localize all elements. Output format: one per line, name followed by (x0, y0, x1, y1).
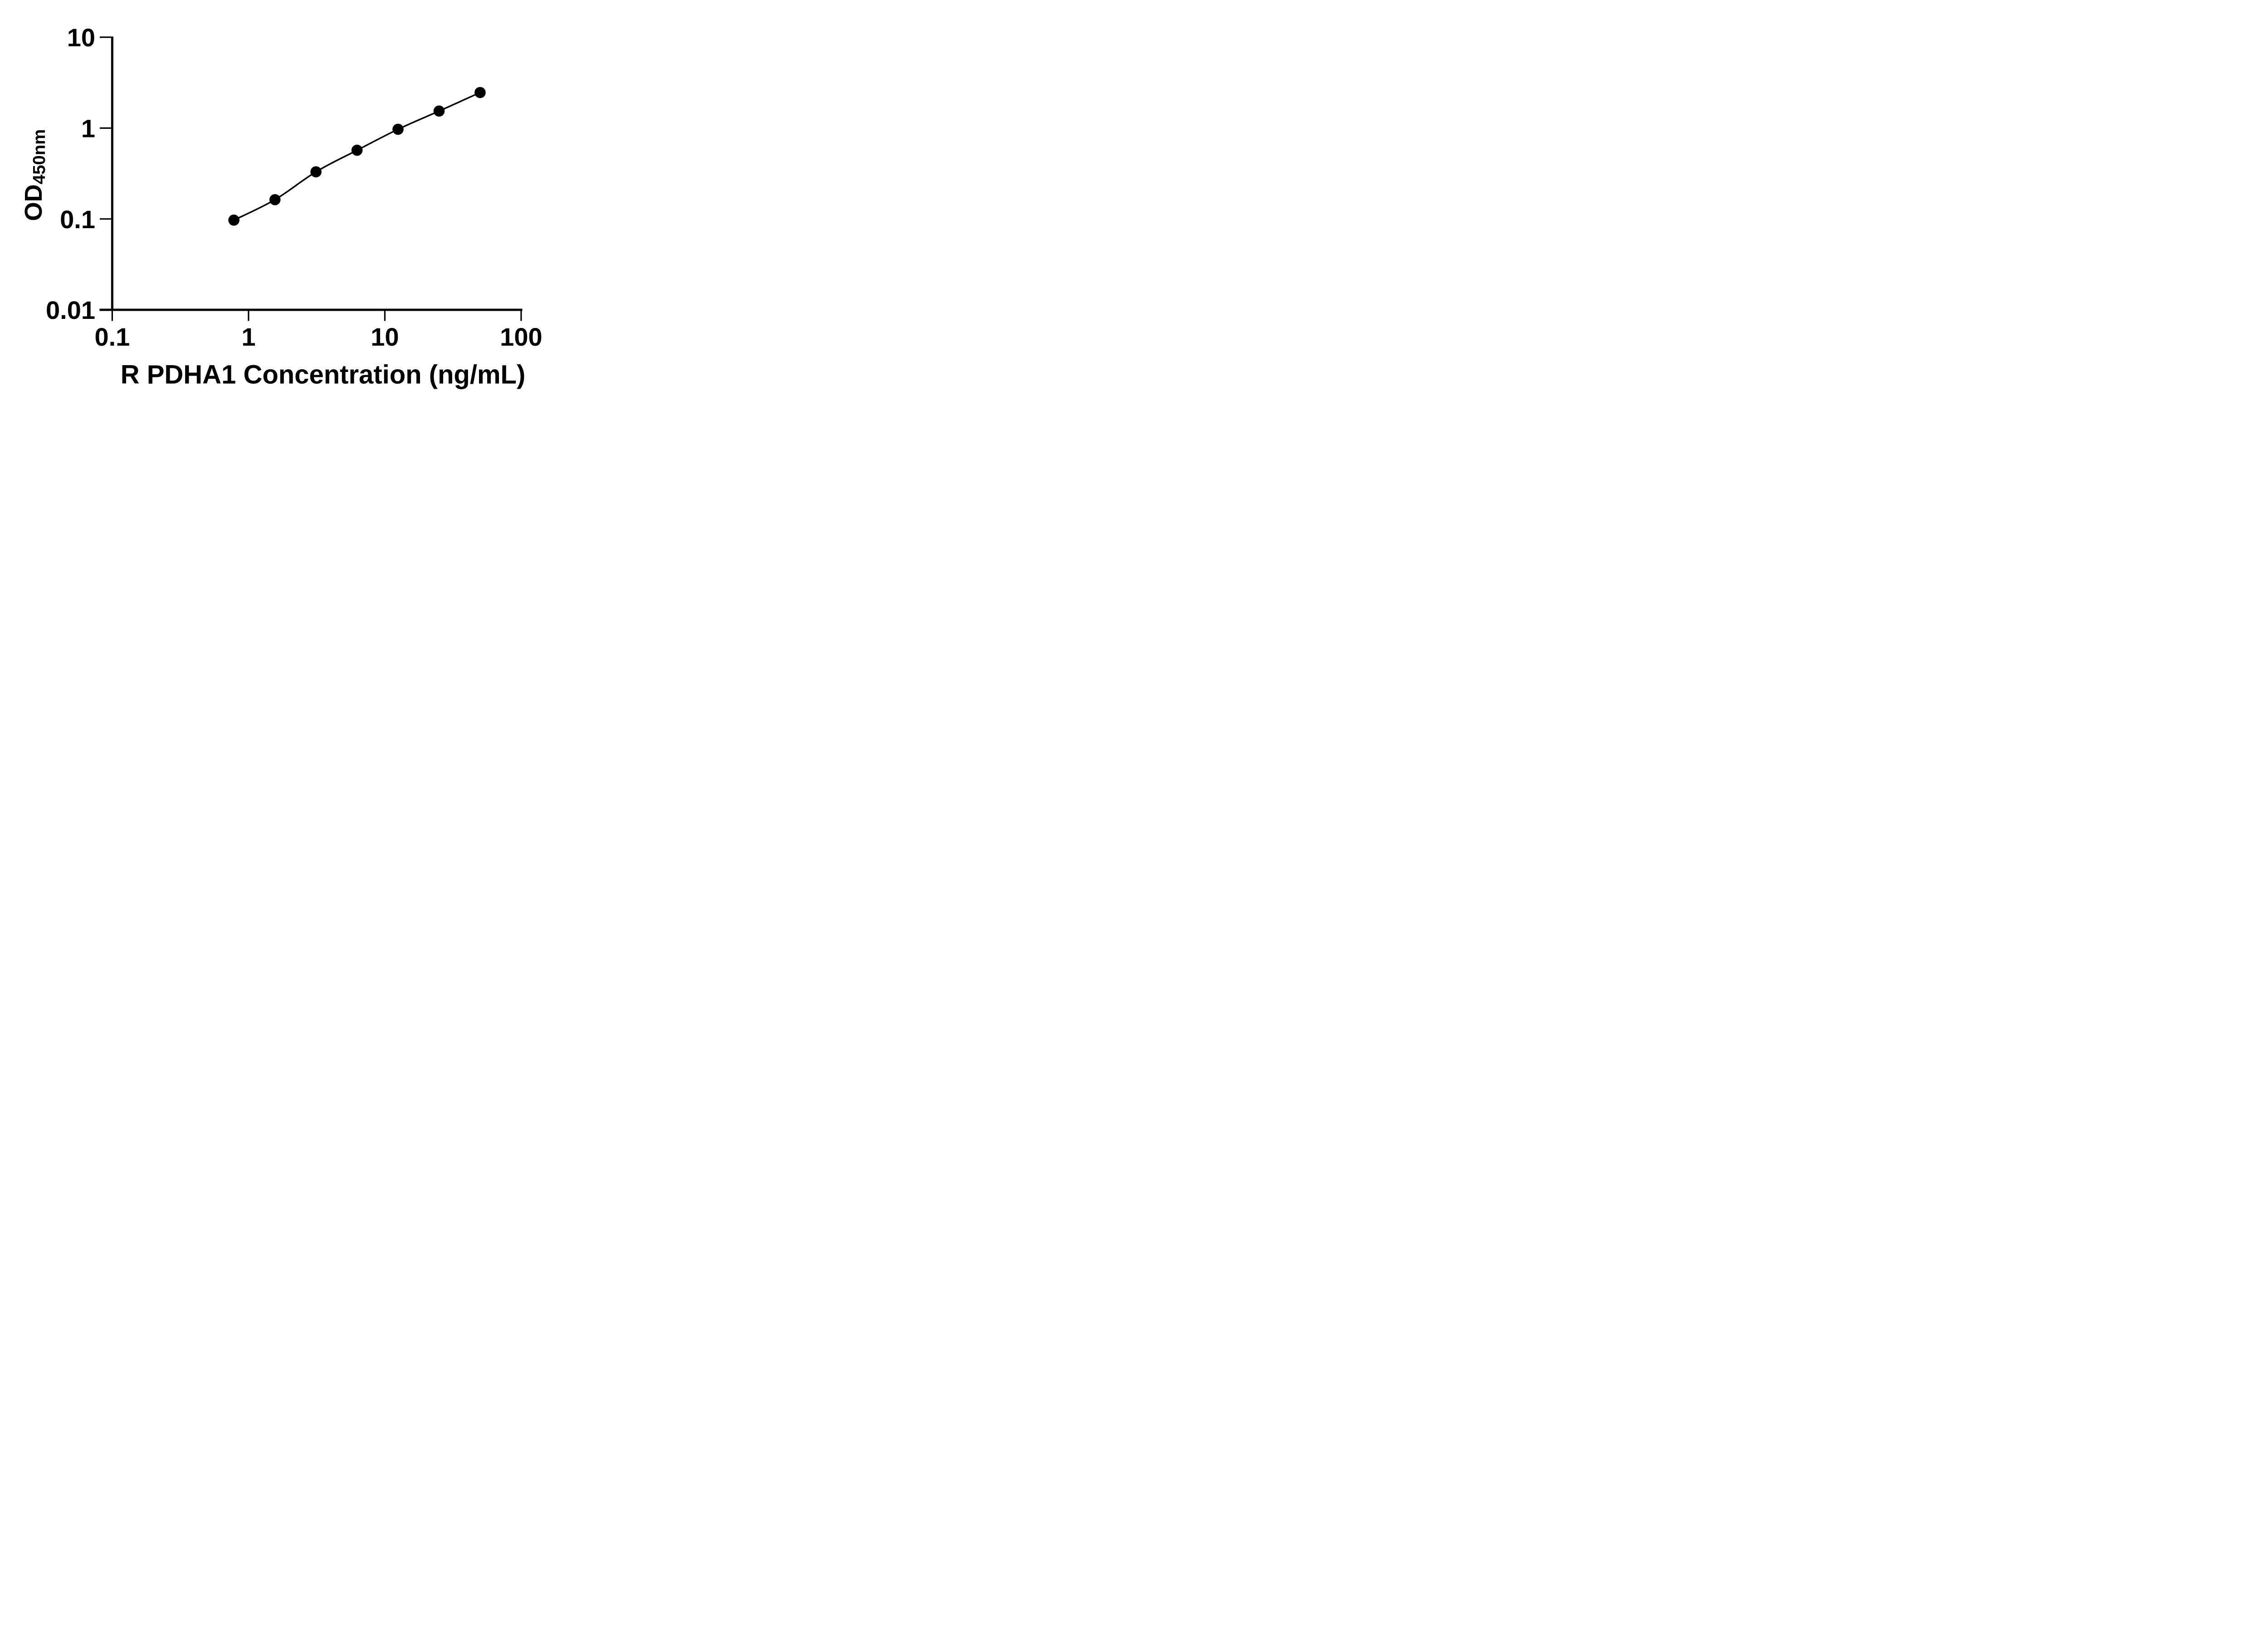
data-point (269, 194, 281, 205)
y-tick-label: 0.1 (60, 205, 95, 234)
data-point (310, 166, 322, 178)
y-tick-label: 1 (81, 114, 95, 143)
y-tick-label: 10 (67, 23, 95, 52)
data-point (351, 144, 363, 156)
y-tick-label: 0.01 (46, 296, 95, 324)
x-tick-label: 0.1 (94, 323, 130, 351)
data-point (474, 87, 486, 98)
y-axis-title: OD450nm (20, 129, 49, 221)
data-point (392, 123, 404, 135)
y-axis-title-subscript: 450nm (29, 129, 49, 185)
x-axis-title: R PDHA1 Concentration (ng/mL) (120, 360, 526, 390)
data-point (228, 215, 240, 226)
x-tick-label: 10 (371, 323, 399, 351)
data-point (433, 105, 445, 117)
x-tick-label: 100 (500, 323, 542, 351)
y-axis-title-main: OD (20, 184, 48, 221)
elisa-standard-curve-figure: 0.01 0.1 1 10 0.1 1 10 100 R PDHA1 Concentratio… (0, 0, 583, 408)
x-tick-label: 1 (241, 323, 255, 351)
